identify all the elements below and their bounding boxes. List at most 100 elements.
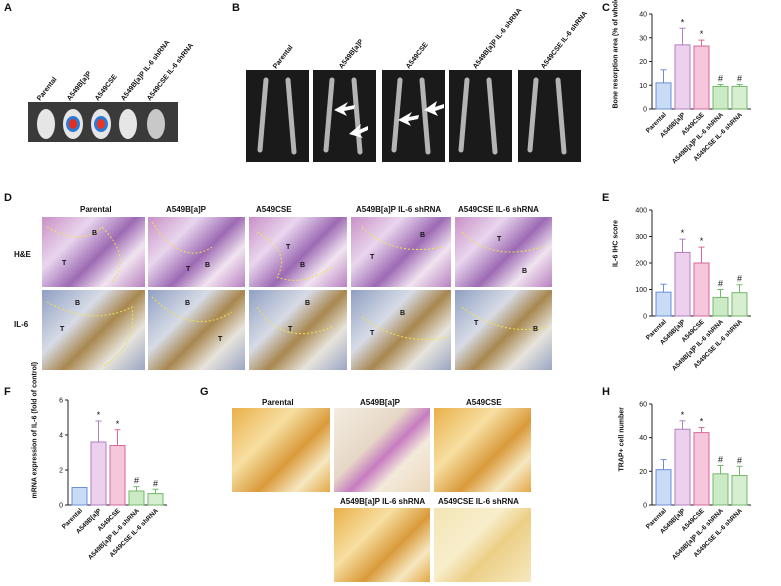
panel-a-label-5: A549CSE IL-6 shRNA bbox=[146, 42, 196, 103]
y-tick-label: 20 bbox=[639, 469, 647, 476]
y-tick-label: 40 bbox=[639, 12, 647, 19]
d-tag-t-7: T bbox=[218, 336, 223, 343]
d-tag-b-5: B bbox=[522, 268, 528, 275]
bar bbox=[712, 85, 729, 110]
bar bbox=[674, 44, 691, 110]
significance-mark: * bbox=[681, 410, 685, 420]
trap-cell-number-chart: 0204060Parental*A549B[a]P*A549CSE#A549B[… bbox=[639, 402, 751, 561]
significance-mark: * bbox=[700, 236, 704, 246]
bar bbox=[655, 469, 672, 506]
panel-a-label-3: A549CSE bbox=[94, 73, 119, 103]
trap-bap bbox=[334, 408, 430, 492]
d-col-parental: Parental bbox=[80, 205, 112, 214]
d-tag-b-1: B bbox=[92, 230, 98, 237]
ihc-cse-shrna bbox=[455, 290, 552, 370]
d-tag-b-6: B bbox=[75, 300, 81, 307]
d-tag-b-3: B bbox=[300, 262, 306, 269]
g-label-bap-shrna: A549B[a]P IL-6 shRNA bbox=[340, 497, 426, 506]
significance-mark: * bbox=[681, 228, 685, 238]
bar bbox=[128, 490, 145, 506]
significance-mark: # bbox=[737, 455, 742, 465]
d-col-bap-shrna: A549B[a]P IL-6 shRNA bbox=[356, 205, 442, 214]
d-tag-t-2: T bbox=[186, 266, 191, 273]
significance-mark: * bbox=[681, 17, 685, 27]
bar bbox=[674, 428, 691, 506]
bar bbox=[712, 296, 729, 317]
d-tag-t-6: T bbox=[60, 326, 65, 333]
panel-g-letter: G bbox=[200, 386, 209, 398]
d-tag-b-2: B bbox=[205, 262, 211, 269]
bar bbox=[731, 475, 748, 506]
d-row-he: H&E bbox=[14, 250, 31, 259]
y-tick-label: 60 bbox=[639, 402, 647, 409]
bar bbox=[109, 445, 126, 506]
bar bbox=[693, 262, 710, 317]
y-tick-label: 100 bbox=[635, 287, 647, 294]
d-tag-t-4: T bbox=[370, 254, 375, 261]
panel-a-label-4: A549B[a]P IL-6 shRNA bbox=[120, 39, 172, 103]
y-tick-label: 2 bbox=[59, 468, 63, 475]
significance-mark: # bbox=[153, 478, 158, 488]
panel-e-letter: E bbox=[602, 192, 610, 204]
he-bap-shrna bbox=[351, 217, 451, 287]
mouse-limbs-graphic bbox=[37, 109, 165, 139]
bioluminescence-image bbox=[28, 102, 178, 142]
d-tag-b-7: B bbox=[185, 300, 191, 307]
y-tick-label: 0 bbox=[59, 503, 63, 510]
he-bap bbox=[148, 217, 245, 287]
significance-mark: * bbox=[700, 417, 704, 427]
d-tag-t-3: T bbox=[286, 244, 291, 251]
y-tick-label: 4 bbox=[59, 433, 63, 440]
xray-bones-graphic bbox=[257, 77, 567, 155]
d-tag-t-10: T bbox=[474, 320, 479, 327]
y-tick-label: 400 bbox=[635, 208, 647, 215]
bar bbox=[693, 432, 710, 506]
panel-b-label-3: A549CSE bbox=[405, 41, 430, 71]
y-tick-label: 0 bbox=[643, 314, 647, 321]
d-tag-t-8: T bbox=[288, 326, 293, 333]
significance-mark: # bbox=[718, 454, 723, 464]
significance-mark: # bbox=[718, 74, 723, 84]
ihc-bap-shrna bbox=[351, 290, 451, 370]
panel-b-label-1: Parental bbox=[272, 44, 295, 71]
d-col-cse: A549CSE bbox=[256, 205, 292, 214]
bar bbox=[655, 291, 672, 317]
panel-d-letter: D bbox=[4, 192, 12, 204]
g-label-parental: Parental bbox=[262, 398, 294, 407]
bar bbox=[71, 487, 88, 506]
d-tag-b-10: B bbox=[533, 326, 539, 333]
y-tick-label: 0 bbox=[643, 107, 647, 114]
panel-h-letter: H bbox=[602, 386, 610, 398]
he-parental bbox=[42, 217, 145, 287]
bar bbox=[712, 473, 729, 506]
d-tag-t-9: T bbox=[370, 330, 375, 337]
he-cse bbox=[249, 217, 347, 287]
panel-b-label-2: A549B[a]P bbox=[338, 38, 366, 71]
ihc-bap bbox=[148, 290, 245, 370]
y-tick-label: 10 bbox=[639, 83, 647, 90]
d-tag-b-9: B bbox=[400, 310, 406, 317]
il6-ihc-score-chart: 0100200300400Parental*A549B[a]P*A549CSE#… bbox=[635, 208, 751, 372]
y-tick-label: 200 bbox=[635, 261, 647, 268]
significance-mark: * bbox=[116, 419, 120, 429]
d-tag-b-4: B bbox=[420, 232, 426, 239]
d-row-il6: IL-6 bbox=[14, 320, 29, 329]
y-tick-label: 20 bbox=[639, 59, 647, 66]
panel-b-label-4: A549B[a]P IL-6 shRNA bbox=[472, 7, 524, 71]
xray-bap bbox=[313, 70, 376, 162]
significance-mark: # bbox=[718, 279, 723, 289]
trap-bap-shrna bbox=[334, 508, 430, 582]
significance-mark: * bbox=[97, 410, 101, 420]
ihc-cse bbox=[249, 290, 347, 370]
d-tag-t-5: T bbox=[497, 236, 502, 243]
y-tick-label: 0 bbox=[643, 503, 647, 510]
g-label-cse: A549CSE bbox=[466, 398, 502, 407]
g-label-cse-shrna: A549CSE IL-6 shRNA bbox=[438, 497, 519, 506]
bar bbox=[693, 45, 710, 110]
d-tag-t-1: T bbox=[62, 260, 67, 267]
tumor-boundary-outlines bbox=[46, 221, 548, 368]
trap-cse-shrna bbox=[434, 508, 531, 582]
ihc-parental bbox=[42, 290, 145, 370]
significance-mark: # bbox=[737, 274, 742, 284]
he-cse-shrna bbox=[455, 217, 552, 287]
